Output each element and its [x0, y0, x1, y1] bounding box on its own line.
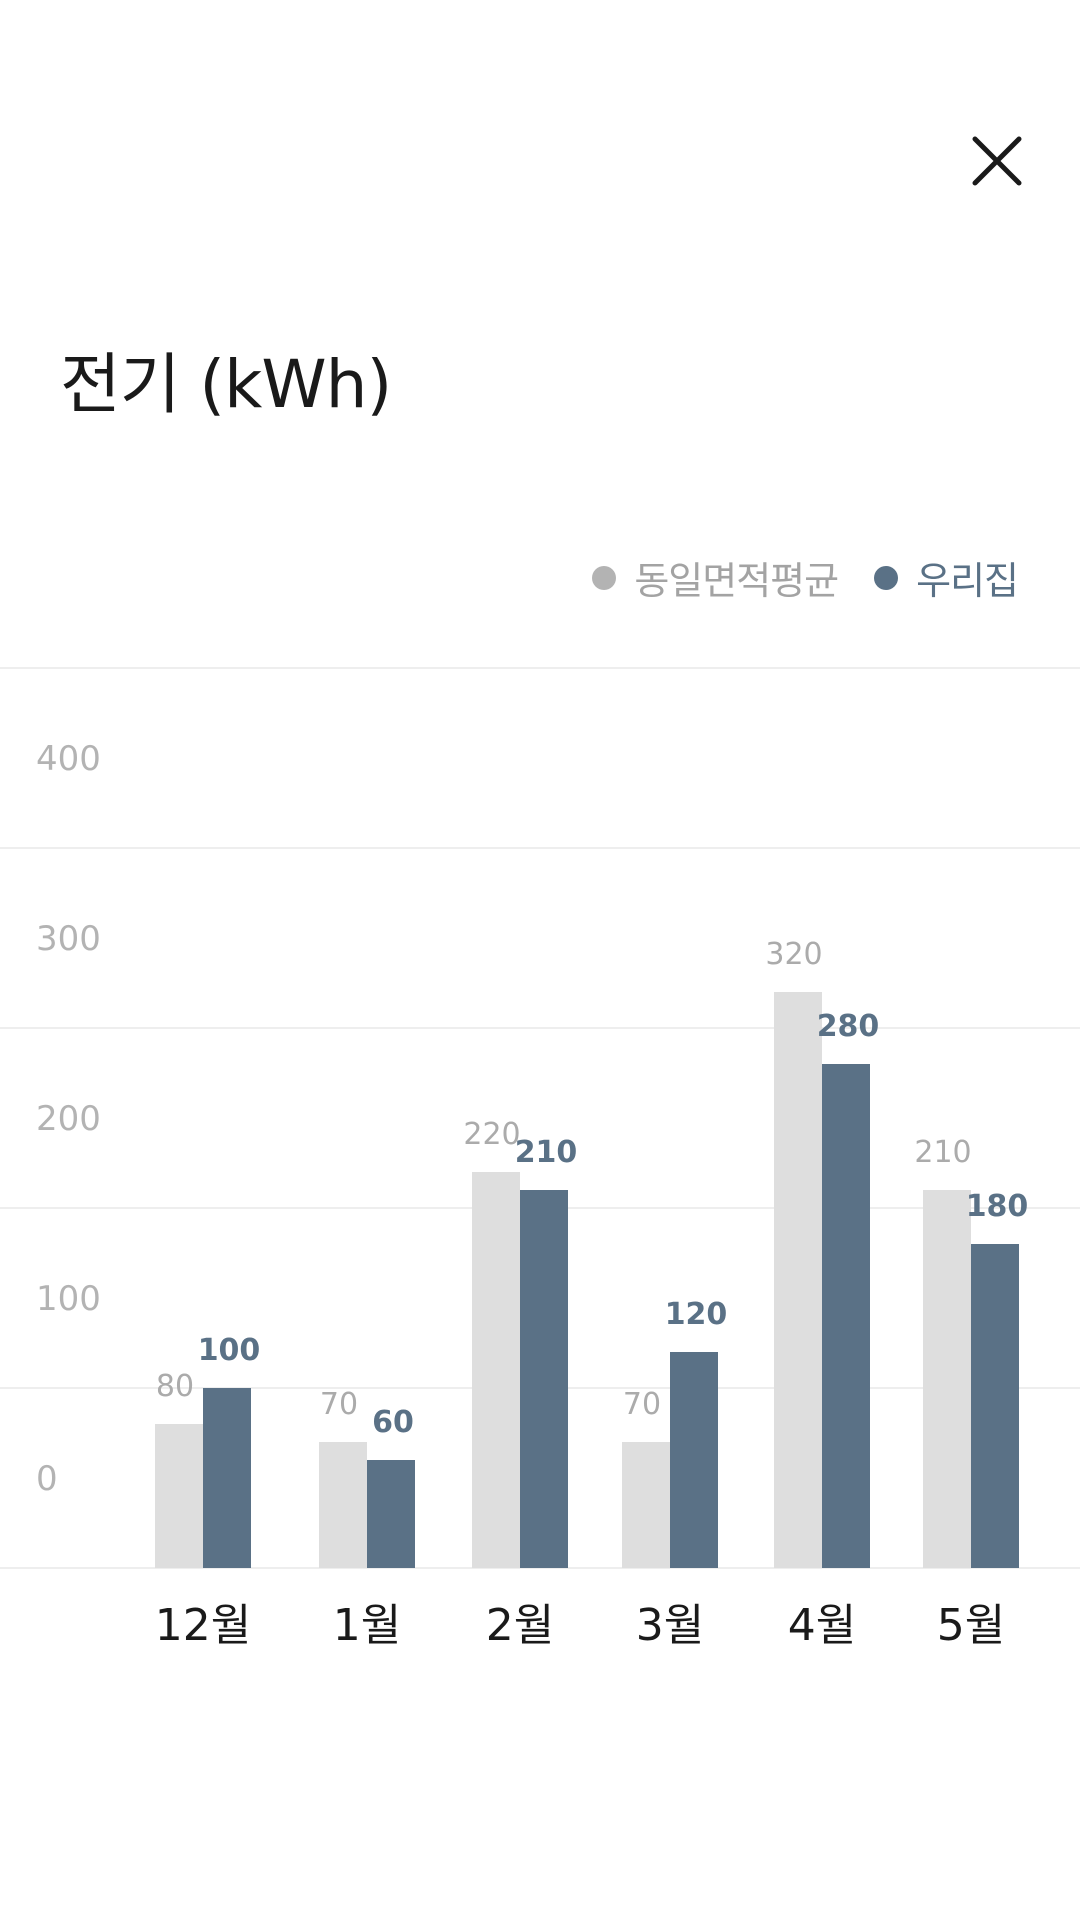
y-tick-label: 0 — [36, 1459, 58, 1499]
bar-our-home — [670, 1352, 718, 1568]
x-tick-label: 3월 — [636, 1600, 704, 1651]
bar-our-home — [203, 1388, 251, 1568]
legend-label-our-home: 우리집 — [916, 559, 1019, 603]
close-icon — [972, 136, 1022, 186]
legend-label-area-average: 동일면적평균 — [634, 559, 839, 603]
bar-area-average — [319, 1442, 367, 1568]
x-tick-label: 1월 — [333, 1600, 401, 1651]
data-label-area-average: 70 — [623, 1387, 661, 1422]
x-tick-label: 5월 — [937, 1600, 1005, 1651]
bar-area-average — [774, 992, 822, 1568]
legend-dot-icon — [874, 565, 899, 590]
x-tick-label: 2월 — [486, 1600, 554, 1651]
bar-area-average — [472, 1172, 520, 1568]
data-label-our-home: 210 — [515, 1135, 578, 1170]
bar-area-average — [923, 1190, 971, 1568]
bar-our-home — [367, 1460, 415, 1568]
y-tick-label: 300 — [36, 919, 101, 959]
bar-area-average — [155, 1424, 203, 1568]
x-tick-label: 12월 — [155, 1600, 251, 1651]
bar-our-home — [520, 1190, 568, 1568]
data-label-our-home: 100 — [198, 1333, 261, 1368]
bar-area-average — [622, 1442, 670, 1568]
legend-item-our-home: 우리집 — [874, 550, 1019, 605]
bar-our-home — [822, 1064, 870, 1568]
data-label-area-average: 70 — [320, 1387, 358, 1422]
data-label-our-home: 60 — [372, 1405, 414, 1440]
bar-our-home — [971, 1244, 1019, 1568]
y-tick-label: 100 — [36, 1279, 101, 1319]
data-label-area-average: 320 — [765, 937, 822, 972]
data-label-our-home: 120 — [665, 1297, 728, 1332]
legend-dot-icon — [592, 565, 617, 590]
data-label-area-average: 220 — [463, 1117, 520, 1152]
y-tick-label: 400 — [36, 739, 101, 779]
legend-item-area-average: 동일면적평균 — [592, 550, 839, 605]
data-label-area-average: 80 — [156, 1369, 194, 1404]
data-label-area-average: 210 — [914, 1135, 971, 1170]
data-label-our-home: 180 — [966, 1189, 1029, 1224]
chart-legend: 동일면적평균 우리집 — [592, 550, 1019, 605]
data-label-our-home: 280 — [817, 1009, 880, 1044]
x-tick-label: 4월 — [788, 1600, 856, 1651]
page-title: 전기 (kWh) — [60, 346, 392, 423]
y-tick-label: 200 — [36, 1099, 101, 1139]
close-button[interactable] — [962, 126, 1032, 196]
